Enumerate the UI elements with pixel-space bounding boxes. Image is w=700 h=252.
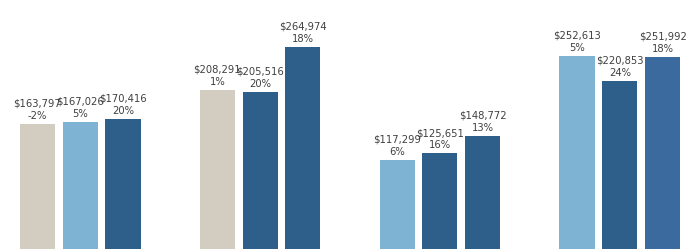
Bar [422,153,458,249]
Bar [645,57,680,249]
Text: $220,853
24%: $220,853 24% [596,55,643,78]
Bar [466,136,500,249]
Text: $251,992
18%: $251,992 18% [638,32,687,54]
Bar [242,92,278,249]
Bar [106,119,141,249]
Text: $163,797
-2%: $163,797 -2% [13,99,62,121]
Bar [20,124,55,249]
Bar [559,56,594,249]
Text: $264,974
18%: $264,974 18% [279,22,327,44]
Text: $205,516
20%: $205,516 20% [236,67,284,89]
Bar [199,90,234,249]
Text: $208,291
1%: $208,291 1% [193,65,241,87]
Bar [379,160,414,249]
Text: $117,299
6%: $117,299 6% [373,134,421,157]
Bar [63,122,98,249]
Bar [602,81,637,249]
Text: $252,613
5%: $252,613 5% [553,31,601,53]
Text: $170,416
20%: $170,416 20% [99,94,147,116]
Text: $125,651
16%: $125,651 16% [416,128,464,150]
Text: $148,772
13%: $148,772 13% [459,110,507,133]
Text: $167,026
5%: $167,026 5% [56,97,104,119]
Bar [286,47,321,249]
